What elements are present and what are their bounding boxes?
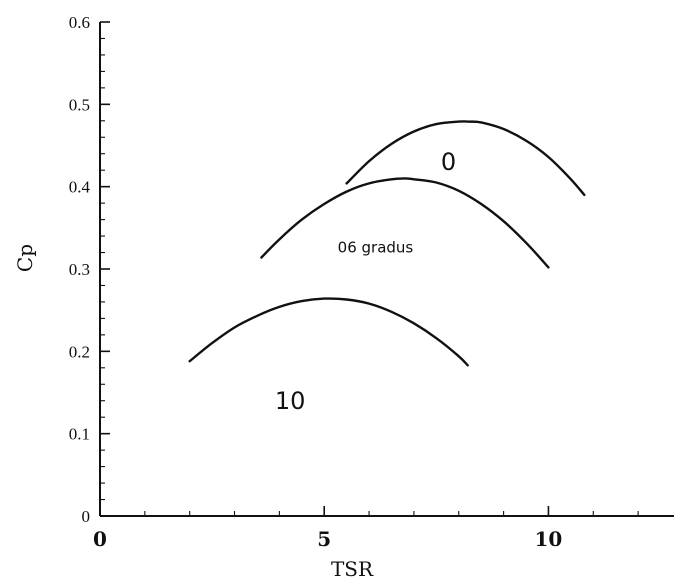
y-tick-label: 0.1 [69, 425, 90, 444]
x-tick-label: 0 [93, 527, 107, 551]
series-curve-3 [188, 297, 469, 367]
series-curve-1 [345, 120, 586, 197]
curve-annotation-1: 0 [441, 148, 456, 176]
x-tick-label: 5 [317, 527, 331, 551]
annotations: 0 06 gradus 10 [275, 148, 456, 415]
y-tick-label: 0.6 [69, 13, 90, 32]
y-tick-label: 0.2 [69, 342, 90, 361]
x-axis-title: TSR [331, 557, 374, 580]
y-tick-label: 0 [82, 507, 91, 526]
curve-annotation-2: 06 gradus [338, 239, 414, 257]
y-tick-label: 0.3 [69, 260, 90, 279]
x-tick-label: 10 [535, 527, 563, 551]
series-curves [188, 120, 586, 367]
y-tick-label: 0.5 [69, 95, 90, 114]
y-tick-label: 0.4 [69, 178, 91, 197]
curve-annotation-3: 10 [275, 387, 306, 415]
axis-tick-labels: 0 0.1 0.2 0.3 0.4 0.5 0.6 0 5 10 [69, 13, 563, 551]
axis-ticks [99, 21, 639, 517]
series-curve-2 [260, 177, 550, 269]
y-axis-title: Cp [13, 244, 37, 272]
